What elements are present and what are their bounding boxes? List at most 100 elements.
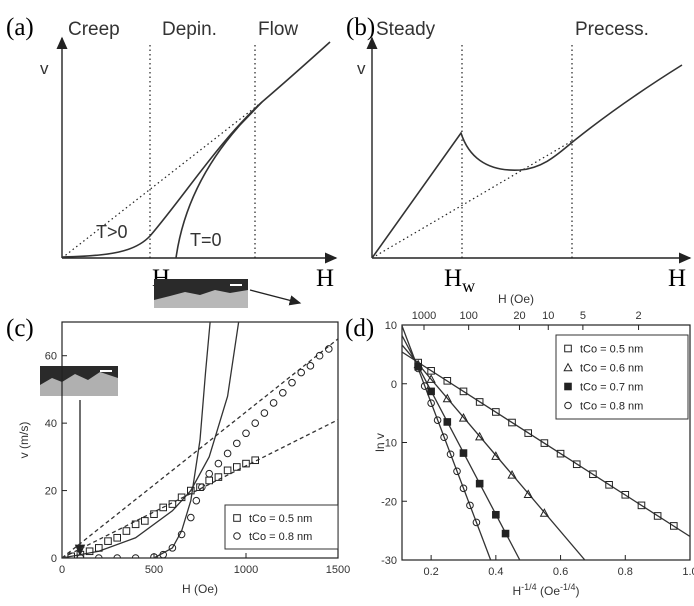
x-tick-label: 0	[59, 564, 65, 576]
legend-marker	[563, 362, 573, 372]
data-point	[251, 419, 259, 427]
panel-a: (a) Creep Depin. Flow v T>0 T=0 Hdep H	[6, 14, 338, 296]
data-point	[159, 503, 167, 512]
panel-label: (c)	[6, 315, 34, 342]
data-point	[214, 473, 223, 481]
data-point	[492, 408, 500, 416]
data-point	[653, 512, 662, 520]
data-point	[427, 367, 435, 375]
x2-tick-label: 2	[635, 310, 641, 322]
data-point	[475, 479, 484, 488]
x2-tick-label: 100	[459, 310, 477, 322]
y-axis-label: v	[40, 59, 49, 78]
region-label: Creep	[68, 19, 120, 40]
data-point	[288, 378, 296, 387]
data-point	[260, 409, 269, 417]
y-tick-label: 60	[45, 351, 57, 363]
legend-marker	[233, 514, 241, 522]
y-tick-label: 0	[391, 379, 397, 391]
data-point	[192, 496, 201, 505]
data-point	[523, 489, 533, 498]
data-point	[446, 450, 455, 459]
inset-arrow	[249, 289, 302, 306]
panel-label: (b)	[346, 14, 375, 41]
data-point	[420, 382, 429, 390]
y-tick-label: 20	[45, 486, 57, 498]
plot-frame	[61, 321, 339, 559]
data-point	[269, 399, 278, 407]
legend-entry: tCo = 0.7 nm	[580, 382, 643, 394]
y-tick-label: 40	[45, 418, 57, 430]
legend-marker	[564, 344, 572, 353]
data-point	[251, 456, 259, 465]
data-point	[113, 554, 121, 558]
x-tick-label: 1.0	[682, 566, 694, 578]
linear-guide	[371, 140, 573, 259]
region-label: Precess.	[575, 19, 649, 40]
data-point	[427, 387, 435, 396]
legend-box	[224, 504, 339, 550]
data-point	[459, 449, 468, 457]
data-point	[131, 554, 140, 558]
y-tick-label: -30	[381, 555, 397, 567]
x-axis-label: H	[668, 265, 686, 292]
data-point	[491, 451, 501, 460]
panel-label: (d)	[345, 315, 374, 342]
plot: (d) 0.2 0.4 0.6 0.8 1.0 -30 -20 -10 0 10 1000 100 20 1…	[345, 292, 694, 598]
data-point	[459, 484, 468, 493]
legend-marker	[564, 401, 572, 410]
data-point	[306, 362, 315, 370]
y-tick-label: -10	[381, 438, 397, 450]
data-point	[214, 459, 223, 468]
data-point	[605, 481, 613, 489]
data-point	[475, 398, 484, 406]
data-point	[150, 510, 158, 518]
x2-tick-label: 1000	[412, 310, 436, 322]
y-tick-label: -20	[381, 496, 397, 508]
curve-t-positive	[61, 41, 331, 258]
data-point	[501, 529, 510, 538]
x2-axis-label: H (Oe)	[498, 292, 534, 306]
data-point	[572, 460, 581, 469]
legend-marker	[233, 532, 241, 540]
data-point	[279, 389, 287, 397]
x-tick-label: 0.6	[553, 566, 568, 578]
data-point	[443, 418, 452, 426]
region-label: Flow	[258, 19, 298, 40]
data-point	[242, 459, 250, 468]
data-point	[113, 533, 122, 542]
data-point	[150, 553, 158, 558]
data-point	[670, 522, 678, 530]
region-label: Steady	[376, 19, 436, 40]
data-point	[233, 463, 241, 471]
x-tick-label: 1000	[234, 564, 258, 576]
data-point	[524, 429, 533, 437]
x-axis-label-part: (Oe	[537, 584, 561, 598]
curve	[371, 64, 683, 259]
data-point	[458, 412, 469, 422]
data-point	[187, 513, 195, 522]
data-point	[76, 554, 85, 558]
data-point	[205, 469, 213, 478]
data-point	[187, 486, 195, 495]
x-tick-label: 500	[145, 564, 163, 576]
plot-area	[62, 322, 338, 558]
data-point	[177, 493, 186, 502]
data-point	[198, 483, 206, 492]
curve-label: T=0	[190, 230, 222, 250]
inset-domain	[154, 290, 248, 308]
data-point	[85, 547, 94, 556]
x-tick-label: 0.4	[488, 566, 503, 578]
data-point	[233, 439, 241, 448]
legend-entry: tCo = 0.6 nm	[580, 363, 643, 375]
fit-line	[62, 338, 338, 558]
data-point	[325, 345, 333, 353]
plot-area	[402, 325, 690, 560]
data-point	[621, 490, 630, 499]
data-point	[122, 527, 131, 535]
x-axis-label: H-1/4 (Oe-1/4)	[512, 582, 579, 598]
data-point	[177, 530, 186, 539]
data-point	[168, 500, 177, 508]
data-point	[242, 429, 250, 438]
